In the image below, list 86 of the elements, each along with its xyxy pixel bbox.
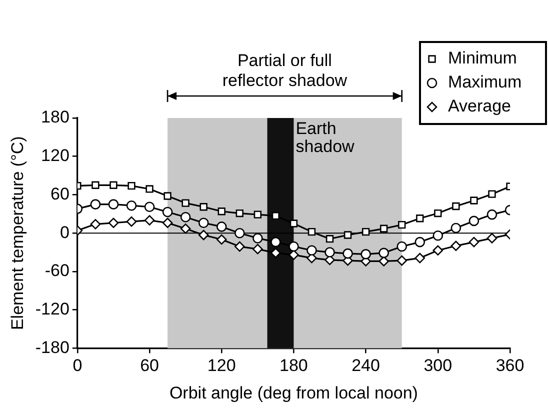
point bbox=[90, 219, 101, 230]
point bbox=[342, 248, 353, 259]
legend-label: Average bbox=[448, 96, 512, 116]
point bbox=[306, 245, 317, 256]
point bbox=[396, 241, 408, 252]
point bbox=[180, 223, 191, 234]
x-tick-label: 300 bbox=[424, 356, 452, 376]
point bbox=[432, 230, 444, 241]
point bbox=[236, 209, 244, 218]
point bbox=[146, 185, 154, 193]
band-label: Earth shadow bbox=[296, 119, 356, 156]
point bbox=[486, 209, 498, 220]
point bbox=[162, 206, 173, 218]
point bbox=[396, 255, 408, 266]
x-tick-label: 120 bbox=[207, 356, 236, 376]
point bbox=[234, 241, 245, 252]
point bbox=[362, 228, 370, 236]
y-tick-label: -60 bbox=[44, 261, 70, 280]
point bbox=[488, 190, 496, 198]
point bbox=[126, 216, 137, 227]
point bbox=[414, 252, 426, 264]
y-tick-label: 60 bbox=[50, 184, 70, 204]
x-tick-label: 60 bbox=[140, 356, 159, 376]
point bbox=[270, 248, 281, 258]
x-tick-label: 0 bbox=[72, 356, 82, 376]
point bbox=[378, 248, 389, 258]
point bbox=[180, 212, 191, 222]
point bbox=[270, 236, 281, 248]
point bbox=[162, 218, 173, 228]
point bbox=[434, 209, 442, 218]
point bbox=[450, 240, 462, 252]
point bbox=[126, 200, 137, 211]
point bbox=[144, 215, 155, 226]
x-tick-label: 240 bbox=[352, 356, 380, 376]
y-tick-label: 180 bbox=[41, 108, 70, 127]
point bbox=[254, 210, 262, 218]
point bbox=[164, 192, 172, 200]
point bbox=[252, 233, 263, 244]
point bbox=[252, 244, 263, 254]
point bbox=[416, 214, 424, 222]
x-tick-label: 180 bbox=[280, 356, 308, 376]
point bbox=[288, 241, 299, 252]
point bbox=[108, 199, 119, 210]
point bbox=[182, 199, 190, 207]
point bbox=[398, 220, 406, 229]
point bbox=[144, 202, 155, 212]
point bbox=[360, 249, 371, 260]
point bbox=[344, 231, 352, 239]
point bbox=[110, 181, 118, 189]
y-tick-label: 120 bbox=[41, 146, 70, 166]
point bbox=[470, 196, 478, 204]
point bbox=[216, 234, 227, 245]
point bbox=[308, 228, 316, 236]
point bbox=[378, 256, 389, 266]
x-tick-label: 360 bbox=[496, 356, 524, 376]
point bbox=[432, 245, 444, 256]
point bbox=[486, 233, 498, 244]
y-tick-label: -120 bbox=[35, 300, 70, 319]
point bbox=[468, 236, 480, 248]
point bbox=[108, 218, 119, 228]
point bbox=[92, 181, 100, 189]
legend-label: Maximum bbox=[448, 72, 522, 92]
point bbox=[218, 208, 226, 216]
y-tick-label: -180 bbox=[35, 338, 70, 357]
point bbox=[198, 230, 209, 240]
band-label: Partial or full reflector shadow bbox=[222, 51, 348, 90]
point bbox=[468, 216, 480, 226]
point bbox=[326, 235, 334, 243]
point bbox=[234, 228, 245, 238]
x-axis-title: Orbit angle (deg from local noon) bbox=[169, 383, 418, 402]
point bbox=[380, 224, 388, 232]
point bbox=[290, 220, 298, 228]
point bbox=[324, 247, 335, 258]
point bbox=[288, 250, 299, 260]
point bbox=[414, 236, 426, 248]
point bbox=[450, 222, 462, 234]
legend-label: Minimum bbox=[448, 48, 517, 68]
y-axis-title: Element temperature (°C) bbox=[8, 136, 27, 330]
point bbox=[200, 203, 208, 211]
point bbox=[90, 199, 101, 210]
point bbox=[128, 182, 136, 190]
point bbox=[452, 202, 460, 210]
point bbox=[272, 212, 280, 220]
point bbox=[216, 222, 227, 232]
point bbox=[198, 218, 209, 228]
y-tick-label: 0 bbox=[60, 222, 70, 242]
